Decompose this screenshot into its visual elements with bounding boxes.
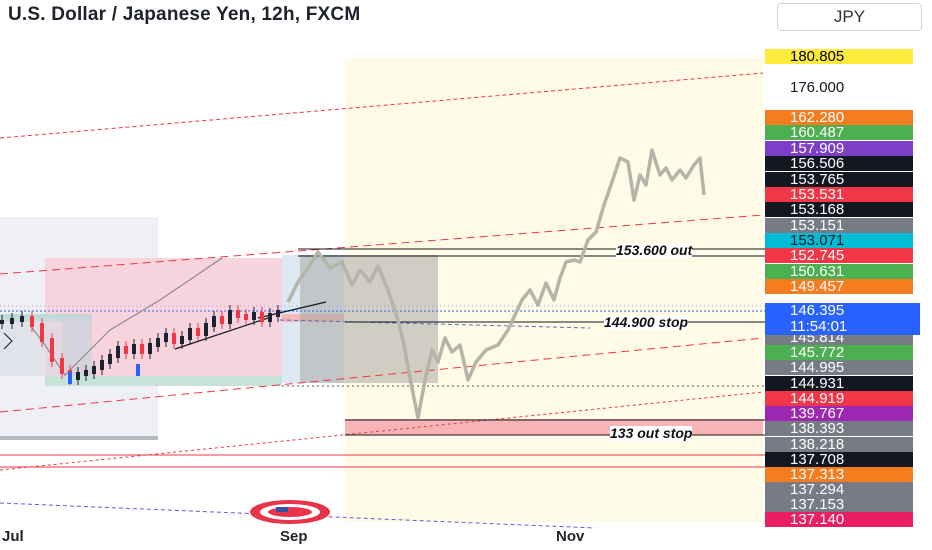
candle-body: [60, 358, 64, 374]
bottom-stop-zone: [345, 419, 763, 435]
left-band-bottom: [0, 436, 158, 440]
price-label: 144.931: [765, 376, 913, 391]
candle-body: [180, 336, 184, 344]
us-flag-event-icon[interactable]: [250, 500, 330, 524]
price-label: 137.313: [765, 467, 913, 482]
annotation-153-600-out: 153.600 out: [616, 242, 693, 258]
candle-body: [244, 314, 248, 320]
price-label: 150.631: [765, 264, 913, 279]
candle-body: [164, 333, 168, 342]
price-label: 144.919: [765, 391, 913, 406]
price-label: 157.909: [765, 141, 913, 156]
candle-body: [172, 333, 176, 344]
channel-mid-line: [0, 214, 764, 275]
candle-body: [76, 372, 80, 380]
projection-path: [286, 148, 706, 420]
price-label: 137.294: [765, 482, 913, 497]
x-tick-nov: Nov: [556, 528, 585, 545]
price-label: 138.218: [765, 437, 913, 452]
candle-body: [188, 328, 192, 340]
price-label: 160.487: [765, 125, 913, 140]
candle-body: [204, 323, 208, 336]
price-label: 162.280: [765, 110, 913, 125]
price-label: 137.153: [765, 497, 913, 512]
annotation-144-900-stop: 144.900 stop: [604, 314, 689, 330]
price-label: 180.805: [765, 49, 913, 64]
price-label: 145.772: [765, 345, 913, 360]
price-label: 153.168: [765, 202, 913, 217]
candle-body: [0, 320, 4, 324]
candle-body: [50, 338, 54, 362]
candle-body: [196, 328, 200, 336]
price-label: 144.995: [765, 360, 913, 375]
candle-body: [140, 344, 144, 354]
candle-body: [228, 310, 232, 324]
candle-body: [252, 312, 256, 320]
range-box-gray-mid: [62, 314, 92, 376]
candle-body: [220, 316, 224, 324]
price-label: 153.071: [765, 233, 913, 248]
annotation-133-out-stop: 133 out stop: [610, 425, 693, 441]
channel-bottom-line: [0, 391, 764, 471]
price-label: 156.506: [765, 156, 913, 171]
candle-body: [100, 360, 104, 370]
candle-body: [124, 346, 128, 354]
bar-countdown: 11:54:01: [765, 319, 920, 335]
support-zone-green: [45, 376, 282, 386]
candle-body: [84, 370, 88, 376]
price-label: 137.140: [765, 512, 913, 527]
candle-body: [148, 343, 152, 354]
price-label: 146.395: [765, 303, 920, 319]
price-label: 176.000: [765, 80, 913, 95]
candle-body: [276, 310, 280, 317]
candle-body: [92, 366, 96, 374]
price-label: 153.765: [765, 172, 913, 187]
candle-body: [20, 316, 24, 322]
candle-body: [30, 316, 34, 327]
candle-body: [108, 354, 112, 364]
price-label: 138.393: [765, 421, 913, 436]
candle-body: [68, 372, 72, 384]
arrow-icon: [3, 332, 13, 350]
price-label: 153.151: [765, 218, 913, 233]
price-label: 137.708: [765, 452, 913, 467]
price-label: 153.531: [765, 187, 913, 202]
candle-body: [268, 313, 272, 322]
blue-dashed-line: [279, 319, 591, 329]
candle-body: [236, 310, 240, 318]
candle-body: [260, 312, 264, 322]
price-label: 149.457: [765, 279, 913, 294]
candle-body: [10, 318, 14, 324]
chart-title: U.S. Dollar / Japanese Yen, 12h, FXCM: [8, 4, 361, 25]
candle-body: [40, 323, 44, 342]
x-tick-jul: Jul: [2, 528, 24, 545]
candle-body: [132, 344, 136, 354]
price-label: 152.745: [765, 248, 913, 263]
x-tick-sep: Sep: [280, 528, 308, 545]
candle-body: [136, 364, 140, 376]
candle-body: [212, 316, 216, 327]
candlestick-series: [0, 305, 280, 385]
channel-lower-line: [0, 337, 764, 413]
gray-box-right: [300, 255, 438, 383]
currency-button[interactable]: JPY: [777, 3, 922, 31]
price-label: 139.767: [765, 406, 913, 421]
channel-top-line: [0, 72, 764, 139]
candle-body: [156, 338, 160, 347]
candle-body: [116, 346, 120, 358]
